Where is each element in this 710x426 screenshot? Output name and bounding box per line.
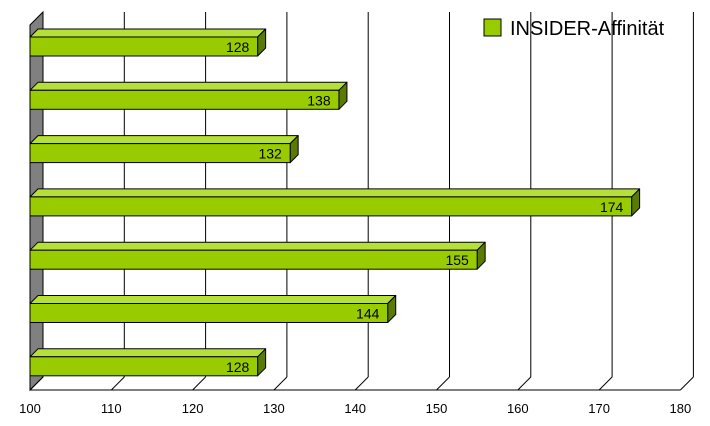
bar-top-face	[29, 135, 299, 145]
x-tick-label: 120	[182, 401, 204, 416]
x-tick-label: 110	[101, 401, 122, 416]
floor-gridline	[29, 376, 44, 391]
bar-top-face	[29, 28, 267, 38]
bar-top-face	[29, 188, 641, 198]
floor-gridline	[110, 376, 125, 391]
bar-front-face	[29, 196, 633, 217]
legend: INSIDER-Affinität	[483, 18, 665, 40]
floor-gridline	[436, 376, 450, 391]
bar-top-face	[29, 348, 267, 358]
bar-front-face	[29, 89, 340, 110]
x-tick-label: 130	[263, 401, 285, 416]
bar-value-label: 132	[258, 146, 282, 162]
x-tick-label: 100	[19, 401, 41, 416]
floor-gridline	[354, 376, 369, 391]
bar-front-face	[29, 249, 478, 270]
bar: 128	[29, 28, 267, 57]
bar-front-face	[29, 356, 259, 377]
bar-value-label: 128	[226, 39, 250, 55]
x-axis-ticks: 100 110 120 130 140 150 160 170 180	[19, 401, 691, 416]
floor-gridline	[273, 376, 288, 391]
bar-value-label: 155	[445, 252, 469, 268]
floor-gridline	[192, 376, 206, 391]
bar-front-face	[29, 303, 389, 323]
bar-top-face	[29, 81, 348, 91]
bar: 155	[29, 241, 486, 270]
bar: 128	[29, 348, 267, 377]
x-tick-label: 150	[426, 401, 448, 416]
bar: 144	[29, 295, 397, 323]
x-tick-label: 140	[344, 401, 366, 416]
legend-swatch	[483, 18, 502, 37]
floor-gridline	[517, 376, 532, 391]
bar-value-label: 144	[356, 306, 380, 322]
bar: 132	[29, 135, 299, 164]
bar: 174	[29, 188, 641, 217]
bars: 128 138 132 174 155 144 128	[29, 28, 641, 377]
legend-label: INSIDER-Affinität	[510, 18, 665, 40]
floor-gridline	[680, 376, 694, 391]
bar-front-face	[29, 143, 291, 164]
floor-gridline	[598, 376, 613, 391]
bar-top-face	[29, 295, 397, 304]
bar-top-face	[29, 241, 486, 251]
bar-front-face	[29, 36, 259, 57]
bar-value-label: 174	[600, 199, 624, 215]
bar: 138	[29, 81, 348, 110]
x-tick-label: 170	[588, 401, 610, 416]
bar-value-label: 128	[226, 359, 250, 375]
bar-value-label: 138	[307, 92, 331, 108]
x-tick-label: 160	[507, 401, 529, 416]
x-tick-label: 180	[670, 401, 692, 416]
